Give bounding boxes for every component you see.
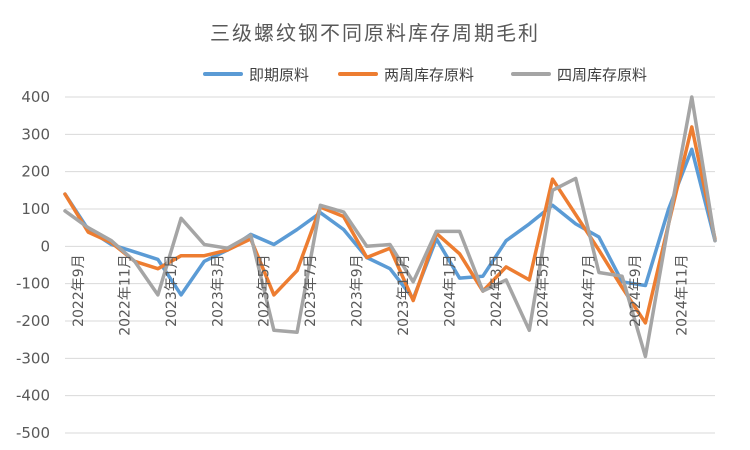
x-tick-label: 2024年3月 xyxy=(489,254,505,327)
x-tick-label: 2023年11月 xyxy=(396,254,412,335)
chart-title: 三级螺纹钢不同原料库存周期毛利 xyxy=(210,21,540,45)
legend-label-0: 即期原料 xyxy=(249,66,309,84)
x-tick-label: 2023年9月 xyxy=(350,254,366,327)
y-tick-label: -200 xyxy=(16,312,50,330)
y-tick-label: 200 xyxy=(21,163,50,181)
x-tick-label: 2023年3月 xyxy=(210,254,226,327)
series-line-0 xyxy=(63,147,717,301)
x-tick-label: 2024年7月 xyxy=(582,254,598,327)
y-tick-label: 300 xyxy=(21,125,50,143)
legend-label-2: 四周库存原料 xyxy=(557,66,647,84)
y-tick-label: 0 xyxy=(40,237,50,255)
x-tick-label: 2023年7月 xyxy=(303,254,319,327)
plot-area xyxy=(63,95,717,359)
y-tick-label: -400 xyxy=(16,387,50,405)
y-tick-label: 400 xyxy=(21,88,50,106)
legend: 即期原料 两周库存原料 四周库存原料 xyxy=(203,66,647,84)
x-tick-label: 2022年11月 xyxy=(117,254,133,335)
y-axis: 400 300 200 100 0 -100 -200 -300 -400 -500 xyxy=(16,88,50,442)
x-tick-label: 2023年1月 xyxy=(164,254,180,327)
y-tick-label: -100 xyxy=(16,275,50,293)
legend-label-1: 两周库存原料 xyxy=(384,66,474,84)
series-line-2 xyxy=(63,95,717,359)
x-tick-label: 2024年11月 xyxy=(675,254,691,335)
y-tick-label: 100 xyxy=(21,200,50,218)
x-tick-label: 2024年5月 xyxy=(535,254,551,327)
y-tick-label: -300 xyxy=(16,349,50,367)
x-tick-label: 2024年9月 xyxy=(628,254,644,327)
x-axis: 2022年9月 2022年11月 2023年1月 2023年3月 2023年5月 2023… xyxy=(71,254,691,335)
x-tick-label: 2024年1月 xyxy=(442,254,458,327)
series-line-1 xyxy=(63,125,717,325)
y-tick-label: -500 xyxy=(16,424,50,442)
x-tick-label: 2023年5月 xyxy=(257,254,273,327)
x-tick-label: 2022年9月 xyxy=(71,254,87,327)
